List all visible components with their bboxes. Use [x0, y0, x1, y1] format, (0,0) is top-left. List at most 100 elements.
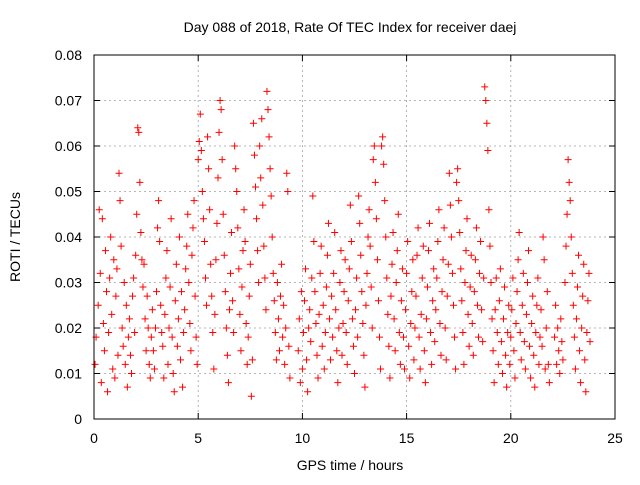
data-point	[441, 324, 449, 332]
data-point	[414, 224, 422, 232]
data-point	[247, 392, 255, 400]
data-point	[438, 288, 446, 296]
data-point	[332, 306, 340, 314]
x-tick-label: 10	[295, 430, 311, 446]
data-point	[417, 310, 425, 318]
data-point	[275, 347, 283, 355]
data-point	[351, 370, 358, 377]
data-point	[254, 247, 262, 255]
data-point	[257, 174, 265, 182]
data-point	[236, 310, 244, 318]
data-point	[462, 247, 470, 255]
data-point	[579, 292, 587, 300]
data-point	[431, 338, 439, 346]
data-point	[575, 251, 583, 259]
data-point	[130, 274, 138, 282]
data-point	[253, 215, 261, 223]
data-point	[241, 238, 249, 246]
data-point	[321, 329, 329, 337]
data-point	[383, 274, 391, 282]
y-tick-label: 0.06	[55, 138, 82, 154]
data-point	[420, 347, 428, 355]
data-point	[107, 233, 115, 241]
y-tick-label: 0.05	[55, 184, 82, 200]
data-point	[369, 156, 377, 164]
data-point	[244, 333, 252, 341]
data-point	[540, 256, 548, 264]
data-point	[362, 301, 370, 309]
data-point	[423, 283, 431, 291]
data-point	[258, 115, 266, 123]
data-point	[99, 319, 107, 327]
data-point	[529, 292, 537, 300]
data-point	[365, 206, 373, 214]
data-point	[153, 288, 161, 296]
data-point	[453, 178, 461, 186]
data-point	[396, 360, 404, 368]
data-point	[147, 333, 155, 341]
data-point	[135, 128, 143, 136]
data-point	[210, 365, 218, 373]
data-point	[372, 215, 380, 223]
data-point	[267, 192, 275, 200]
data-point	[108, 310, 116, 318]
data-point	[266, 165, 274, 173]
y-tick-label: 0.01	[55, 366, 82, 382]
data-point	[231, 142, 239, 150]
data-point	[488, 315, 496, 323]
data-point	[265, 133, 273, 141]
data-point	[566, 197, 574, 205]
data-point	[322, 283, 330, 291]
data-point	[398, 265, 406, 273]
data-point	[118, 324, 126, 332]
data-point	[305, 324, 313, 332]
data-point	[553, 360, 561, 368]
data-point	[170, 388, 178, 396]
data-point	[273, 279, 281, 286]
data-point	[347, 238, 355, 246]
data-point	[393, 247, 401, 255]
data-point	[476, 269, 484, 277]
data-point	[538, 342, 546, 350]
data-point	[200, 238, 208, 246]
data-point	[317, 242, 325, 250]
data-point	[270, 297, 278, 305]
data-point	[95, 206, 103, 214]
data-point	[162, 274, 170, 282]
data-point	[419, 242, 427, 250]
data-point	[173, 342, 181, 350]
data-point	[544, 360, 552, 368]
data-point	[311, 288, 319, 296]
data-point	[165, 324, 173, 332]
data-point	[567, 233, 575, 241]
data-point	[557, 315, 565, 323]
data-point	[255, 279, 263, 286]
data-point	[195, 137, 203, 145]
data-point	[205, 165, 213, 173]
data-point	[262, 306, 270, 314]
data-point	[250, 151, 258, 159]
data-point	[117, 242, 125, 250]
data-point	[299, 329, 307, 337]
data-point	[493, 329, 501, 337]
data-point	[576, 347, 584, 355]
data-point	[122, 301, 130, 309]
data-point	[505, 301, 513, 309]
data-point	[348, 315, 356, 323]
data-point	[479, 338, 487, 346]
data-point	[551, 333, 559, 341]
data-point	[534, 274, 542, 282]
data-point	[124, 333, 132, 341]
data-point	[229, 297, 237, 305]
data-point	[458, 297, 466, 305]
data-point	[245, 292, 253, 300]
data-point	[424, 247, 432, 255]
chart-title: Day 088 of 2018, Rate Of TEC Index for r…	[184, 19, 517, 35]
data-point	[214, 174, 222, 182]
data-point	[426, 219, 434, 227]
data-point	[260, 242, 268, 250]
data-point	[434, 238, 442, 246]
data-point	[337, 247, 345, 255]
data-point	[386, 374, 394, 382]
data-point	[96, 269, 104, 277]
